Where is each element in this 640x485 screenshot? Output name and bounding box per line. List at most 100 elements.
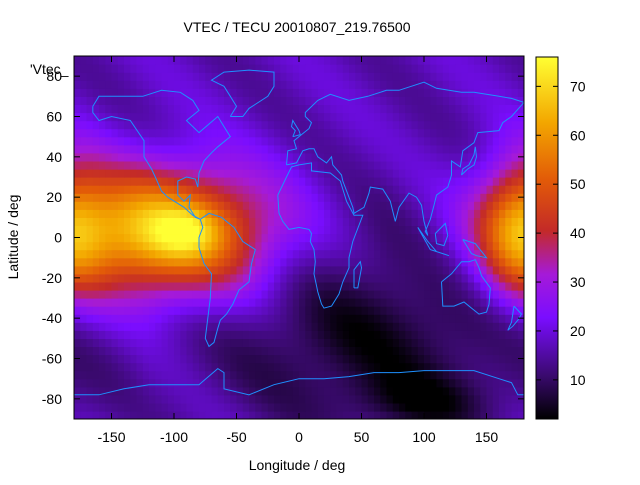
heatmap-cell xyxy=(455,410,463,419)
coastline-new-zealand xyxy=(507,305,523,331)
heatmap-cell xyxy=(399,136,406,146)
heatmap-cell xyxy=(236,289,244,299)
heatmap-cell xyxy=(499,168,506,178)
heatmap-cell xyxy=(186,233,194,243)
heatmap-cell xyxy=(186,96,194,105)
heatmap-cell xyxy=(386,346,394,356)
heatmap-cell xyxy=(199,265,206,275)
heatmap-cell xyxy=(517,96,524,105)
heatmap-cell xyxy=(480,281,488,291)
heatmap-cell xyxy=(236,225,244,235)
heatmap-cell xyxy=(192,96,200,105)
heatmap-cell xyxy=(267,249,275,259)
heatmap-cell xyxy=(499,80,506,89)
heatmap-cell xyxy=(442,112,450,122)
heatmap-cell xyxy=(142,168,150,178)
heatmap-cell xyxy=(474,394,481,404)
heatmap-cell xyxy=(255,394,263,404)
heatmap-cell xyxy=(74,64,81,73)
heatmap-cell xyxy=(455,209,463,218)
heatmap-cell xyxy=(242,136,250,146)
heatmap-cell xyxy=(205,289,213,299)
heatmap-cell xyxy=(461,177,469,186)
heatmap-cell xyxy=(230,80,238,89)
heatmap-cell xyxy=(411,217,419,226)
heatmap-cell xyxy=(492,233,500,243)
heatmap-cell xyxy=(274,112,281,122)
heatmap-cell xyxy=(417,249,425,259)
heatmap-cell xyxy=(174,257,181,267)
heatmap-cell xyxy=(224,281,231,291)
heatmap-cell xyxy=(349,273,356,283)
heatmap-cell xyxy=(180,72,188,81)
heatmap-cell xyxy=(374,330,381,339)
heatmap-cell xyxy=(230,144,238,154)
coastline-britain xyxy=(290,119,301,138)
heatmap-cell xyxy=(267,168,275,178)
heatmap-cell xyxy=(186,144,194,154)
heatmap-cell xyxy=(449,136,456,146)
heatmap-cell xyxy=(86,281,94,291)
heatmap-cell xyxy=(192,80,200,89)
heatmap-cell xyxy=(236,402,244,412)
heatmap-cell xyxy=(517,330,524,339)
heatmap-cell xyxy=(255,201,263,210)
heatmap-cell xyxy=(205,72,213,81)
heatmap-cell xyxy=(205,168,213,178)
heatmap-cell xyxy=(211,402,219,412)
heatmap-cell xyxy=(436,386,444,396)
heatmap-cell xyxy=(424,104,431,114)
heatmap-cell xyxy=(255,314,263,323)
heatmap-cell xyxy=(499,88,506,97)
heatmap-cell xyxy=(399,185,406,194)
heatmap-cell xyxy=(155,330,163,339)
heatmap-cell xyxy=(180,241,188,251)
heatmap-cell xyxy=(380,88,388,97)
heatmap-cell xyxy=(480,193,488,202)
heatmap-cell xyxy=(474,217,481,226)
heatmap-cell xyxy=(442,289,450,299)
heatmap-cell xyxy=(311,72,319,81)
heatmap-cell xyxy=(399,217,406,226)
heatmap-cell xyxy=(130,209,138,218)
heatmap-cell xyxy=(449,193,456,202)
heatmap-cell xyxy=(124,160,131,170)
heatmap-cell xyxy=(192,168,200,178)
heatmap-cell xyxy=(405,314,413,323)
heatmap-cell xyxy=(286,193,294,202)
heatmap-cell xyxy=(117,306,125,315)
heatmap-cell xyxy=(486,257,494,267)
heatmap-cell xyxy=(180,249,188,259)
heatmap-cell xyxy=(324,362,331,372)
heatmap-cell xyxy=(86,322,94,331)
heatmap-cell xyxy=(224,56,231,65)
heatmap-cell xyxy=(292,64,300,73)
heatmap-cell xyxy=(274,298,281,307)
heatmap-cell xyxy=(517,402,524,412)
coastline-north-america xyxy=(92,89,231,220)
heatmap-cell xyxy=(355,362,363,372)
heatmap-cell xyxy=(174,120,181,130)
heatmap-cell xyxy=(80,249,88,259)
heatmap-cell xyxy=(349,233,356,243)
heatmap-cell xyxy=(292,193,300,202)
heatmap-cell xyxy=(417,289,425,299)
heatmap-cell xyxy=(511,136,519,146)
heatmap-cell xyxy=(80,338,88,347)
heatmap-cell xyxy=(192,249,200,259)
heatmap-cell xyxy=(205,185,213,194)
heatmap-cell xyxy=(449,386,456,396)
heatmap-cell xyxy=(149,354,156,364)
heatmap-cell xyxy=(430,120,438,130)
heatmap-cell xyxy=(424,265,431,275)
heatmap-cell xyxy=(86,298,94,307)
heatmap-cell xyxy=(380,330,388,339)
heatmap-cell xyxy=(142,346,150,356)
heatmap-cell xyxy=(392,72,400,81)
heatmap-cell xyxy=(492,80,500,89)
heatmap-cell xyxy=(499,354,506,364)
heatmap-cell xyxy=(274,241,281,251)
heatmap-cell xyxy=(299,88,306,97)
heatmap-cell xyxy=(511,233,519,243)
heatmap-cell xyxy=(505,370,513,380)
